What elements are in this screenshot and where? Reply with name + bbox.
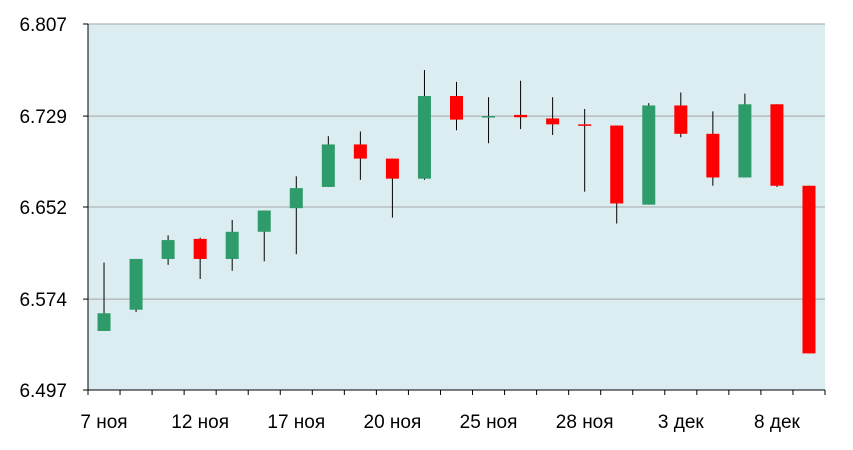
y-tick-label: 6.729 <box>19 107 67 128</box>
candle <box>546 97 560 135</box>
candle <box>193 237 207 280</box>
candle <box>610 125 624 224</box>
y-tick-labels: 6.807 6.729 6.652 6.574 6.497 <box>19 15 67 402</box>
candle <box>257 210 271 262</box>
candle-body-down <box>770 104 784 186</box>
y-tick-label: 6.807 <box>19 15 67 36</box>
x-tick-label: 20 ноя <box>364 412 422 433</box>
candle-body-down <box>610 125 624 204</box>
candle <box>642 103 656 205</box>
candle <box>770 104 784 187</box>
candle-body-down <box>193 238 207 259</box>
x-tick-label: 3 дек <box>658 412 704 433</box>
candle <box>321 136 335 187</box>
axes <box>83 23 826 395</box>
candle-body-down <box>450 96 463 120</box>
candle-body-up <box>97 313 111 331</box>
y-tick-label: 6.652 <box>19 198 67 219</box>
candles <box>97 70 816 354</box>
candle <box>353 131 367 180</box>
candle-body-down <box>674 105 688 134</box>
x-tick-label: 28 ноя <box>556 412 614 433</box>
candle <box>97 262 111 331</box>
candle-body-up <box>129 258 143 310</box>
candle <box>482 97 496 144</box>
candle-body-down <box>706 133 720 178</box>
candle-body-down <box>514 114 528 118</box>
candle-body-up <box>289 188 303 209</box>
candle <box>225 219 239 271</box>
y-tick-label: 6.574 <box>19 290 67 311</box>
candle <box>129 258 143 313</box>
candle <box>161 235 175 265</box>
candle-body-up <box>482 116 496 118</box>
x-tick-label: 7 ноя <box>80 412 127 433</box>
candle-body-up <box>161 240 175 259</box>
candle <box>674 92 688 138</box>
x-tick-labels: 7 ноя 12 ноя 17 ноя 20 ноя 25 ноя 28 ноя 3 дек… <box>80 412 800 433</box>
candle-body-down <box>578 124 592 126</box>
candle <box>289 176 303 255</box>
candle <box>417 70 431 180</box>
candle <box>802 185 816 354</box>
candle-body-down <box>546 118 560 125</box>
candle-body-up <box>321 144 335 187</box>
candle-body-down <box>353 144 367 159</box>
candle-body-up <box>225 231 239 259</box>
candle-body-up <box>642 105 656 205</box>
x-tick-label: 17 ноя <box>267 412 325 433</box>
candle-body-down <box>385 158 399 179</box>
candle-body-up <box>417 96 431 179</box>
candle-body-up <box>738 104 752 178</box>
candle <box>578 109 592 192</box>
x-tick-label: 8 дек <box>754 412 800 433</box>
candle <box>738 93 752 178</box>
candle <box>385 158 399 218</box>
candle <box>450 81 463 131</box>
candle <box>706 111 720 186</box>
candle-body-up <box>257 210 271 232</box>
candle-body-down <box>802 185 816 354</box>
x-tick-label: 25 ноя <box>460 412 518 433</box>
y-tick-label: 6.497 <box>19 381 67 402</box>
candle <box>514 80 528 130</box>
x-tick-label: 12 ноя <box>171 412 229 433</box>
